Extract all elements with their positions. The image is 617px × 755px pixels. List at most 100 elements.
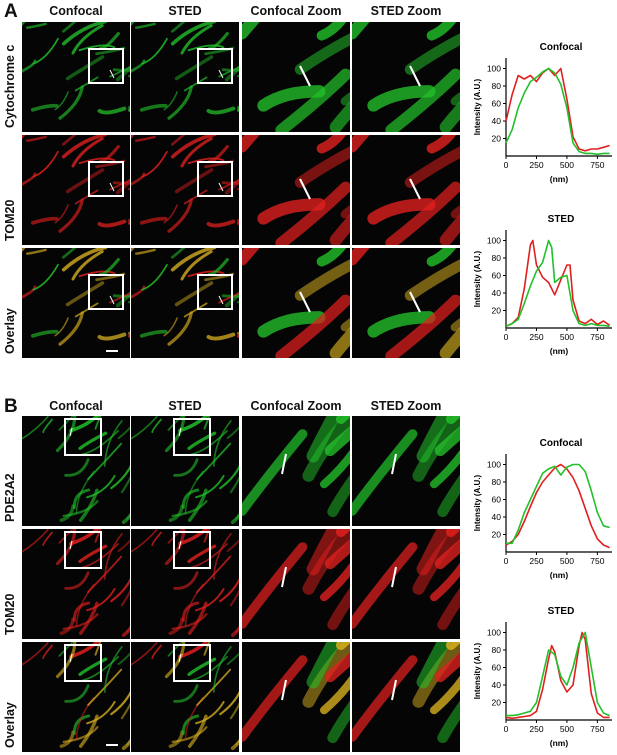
- micrograph-tile: [352, 529, 460, 639]
- mitochondrion-shape: [74, 302, 99, 318]
- mitochondrion-shape: [171, 500, 208, 518]
- mitochondrion-shape: [237, 218, 239, 222]
- mitochondrion-shape: [174, 55, 214, 81]
- micrograph-tile: [22, 529, 130, 639]
- x-axis-label: (nm): [550, 738, 569, 748]
- column-header: STED: [168, 399, 202, 413]
- mitochondrion-shape: [71, 24, 104, 55]
- series-line-red: [505, 631, 610, 720]
- mitochondrion-shape: [327, 474, 350, 518]
- mitochondrion-shape: [103, 533, 123, 580]
- mitochondrion-shape: [121, 625, 130, 637]
- column-header: Confocal Zoom: [250, 4, 342, 18]
- mitochondrion-shape: [352, 248, 370, 266]
- mitochondrion-shape: [412, 642, 460, 708]
- micrograph-tile: [352, 642, 460, 752]
- mitochondrion-shape: [59, 730, 75, 748]
- mitochondrion-shape: [340, 92, 350, 106]
- y-axis-label: Intensity (A.U.): [473, 642, 482, 699]
- line-profile-marker: [178, 653, 182, 663]
- mitochondrion-shape: [183, 76, 208, 92]
- mitochondrion-shape: [120, 702, 130, 720]
- mitochondrion-shape: [329, 214, 350, 245]
- mitochondrion-shape: [302, 416, 350, 482]
- mitochondrion-shape: [183, 302, 208, 318]
- mitochondrion-shape: [61, 135, 108, 159]
- mitochondrion-shape: [139, 329, 168, 338]
- zoom-region-box: [88, 161, 124, 197]
- mitochondrion-shape: [58, 198, 84, 233]
- mitochondrion-shape: [329, 327, 350, 358]
- mitochondrion-shape: [103, 646, 123, 693]
- mitochondrion-shape: [61, 248, 108, 272]
- micrograph-tile: [22, 22, 130, 132]
- mitochondrion-shape: [352, 542, 418, 629]
- micrograph-image: [242, 642, 350, 744]
- mitochondrion-shape: [170, 22, 217, 46]
- line-profile-marker: [409, 178, 421, 200]
- mitochondrion-shape: [30, 216, 59, 225]
- mitochondrion-shape: [212, 420, 232, 467]
- mitochondrion-shape: [219, 577, 239, 603]
- micrograph-image: [352, 529, 460, 631]
- mitochondrion-shape: [58, 85, 84, 120]
- mitochondrion-shape: [170, 248, 186, 259]
- mitochondrion-shape: [352, 429, 418, 516]
- line-profile-marker: [69, 427, 73, 437]
- mitochondrion-shape: [187, 431, 217, 450]
- mitochondrion-shape: [135, 22, 156, 29]
- x-tick-label: 0: [504, 332, 509, 342]
- mitochondrion-shape: [163, 91, 178, 111]
- mitochondrion-shape: [141, 150, 168, 178]
- line-profile-marker: [178, 540, 182, 550]
- x-axis-label: (nm): [550, 570, 569, 580]
- mitochondrion-shape: [327, 700, 350, 744]
- mitochondrion-shape: [229, 589, 239, 607]
- mitochondrion-shape: [221, 68, 239, 72]
- mitochondrion-shape: [195, 587, 225, 612]
- micrograph-tile: [131, 135, 239, 245]
- micrograph-image: [242, 22, 350, 132]
- mitochondrion-shape: [167, 529, 183, 544]
- mitochondrion-shape: [79, 714, 99, 748]
- mitochondrion-shape: [171, 613, 208, 631]
- mitochondrion-shape: [58, 642, 74, 657]
- mitochondrion-shape: [416, 416, 451, 463]
- y-tick-label: 100: [487, 460, 501, 470]
- mitochondrion-shape: [22, 135, 26, 139]
- y-tick-label: 20: [492, 306, 502, 316]
- mitochondrion-shape: [135, 135, 156, 142]
- mitochondrion-shape: [212, 533, 232, 580]
- line-profile-marker: [109, 295, 115, 305]
- micrograph-tile: [131, 529, 239, 639]
- mitochondrion-shape: [187, 657, 217, 676]
- line-profile-marker: [218, 69, 224, 79]
- mitochondrion-shape: [54, 204, 69, 224]
- x-tick-label: 250: [529, 160, 543, 170]
- micrograph-image: [131, 642, 239, 750]
- mitochondrion-shape: [168, 730, 184, 748]
- y-tick-label: 60: [492, 99, 502, 109]
- scale-bar: [106, 350, 118, 352]
- line-profile-marker: [299, 65, 311, 87]
- mitochondrion-shape: [117, 426, 130, 439]
- mitochondrion-shape: [195, 474, 225, 499]
- mitochondrion-shape: [195, 700, 225, 725]
- x-tick-label: 0: [504, 556, 509, 566]
- mitochondrion-shape: [219, 690, 239, 716]
- mitochondrion-shape: [87, 442, 123, 480]
- mitochondrion-shape: [61, 22, 77, 33]
- mitochondrion-shape: [110, 690, 130, 716]
- mitochondrion-shape: [26, 248, 47, 255]
- micrograph-tile: [131, 248, 239, 358]
- mitochondrion-shape: [221, 294, 239, 298]
- micrograph-tile: [22, 642, 130, 752]
- mitochondrion-shape: [86, 587, 116, 612]
- mitochondrion-shape: [196, 668, 232, 706]
- x-tick-label: 0: [504, 160, 509, 170]
- column-header: STED Zoom: [370, 399, 442, 413]
- mitochondrion-shape: [183, 189, 208, 205]
- mitochondrion-shape: [42, 644, 53, 659]
- mitochondrion-shape: [131, 22, 135, 26]
- mitochondrion-shape: [242, 655, 308, 742]
